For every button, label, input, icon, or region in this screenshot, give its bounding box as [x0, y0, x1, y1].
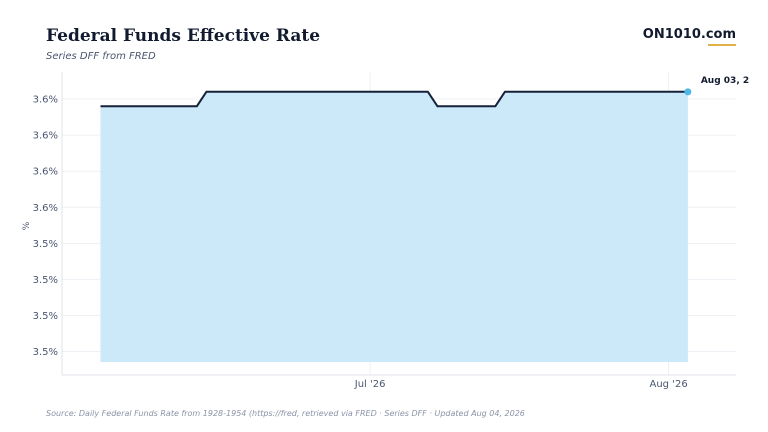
- area-layer: [100, 90, 688, 363]
- source-note: Source: Daily Federal Funds Rate from 19…: [46, 409, 525, 418]
- x-tick-label: Aug '26: [650, 379, 688, 390]
- end-point-label: Aug 03, 2: [701, 76, 749, 86]
- chart-subtitle: Series DFF from FRED: [46, 51, 156, 62]
- series-area-fill: [100, 91, 688, 363]
- end-point-marker: [684, 88, 692, 96]
- y-tick-label: 3.5%: [33, 347, 58, 358]
- y-tick-label: 3.6%: [33, 167, 58, 178]
- x-tick-label: Jul '26: [354, 379, 386, 390]
- y-axis-label: %: [22, 221, 32, 230]
- brand-underline: [708, 44, 736, 46]
- marker-layer: Aug 03, 2: [684, 76, 749, 96]
- chart-area: 3.6% 3.6% 3.6% 3.6% 3.5% 3.5% 3.5% 3.5% Jul '26…: [22, 72, 749, 390]
- y-tick-label: 3.5%: [33, 239, 58, 250]
- y-tick-label: 3.5%: [33, 275, 58, 286]
- y-tick-label: 3.6%: [33, 203, 58, 214]
- brand-logo[interactable]: ON1010.com: [642, 27, 736, 42]
- y-tick-labels: 3.6% 3.6% 3.6% 3.6% 3.5% 3.5% 3.5% 3.5%: [33, 95, 58, 358]
- axis-layer: [61, 72, 736, 376]
- chart-title: Federal Funds Effective Rate: [46, 26, 321, 46]
- y-tick-label: 3.6%: [33, 131, 58, 142]
- series-line: [100, 90, 688, 108]
- x-tick-labels: Jul '26 Aug '26: [354, 379, 688, 390]
- y-tick-label: 3.6%: [33, 95, 58, 106]
- y-tick-label: 3.5%: [33, 311, 58, 322]
